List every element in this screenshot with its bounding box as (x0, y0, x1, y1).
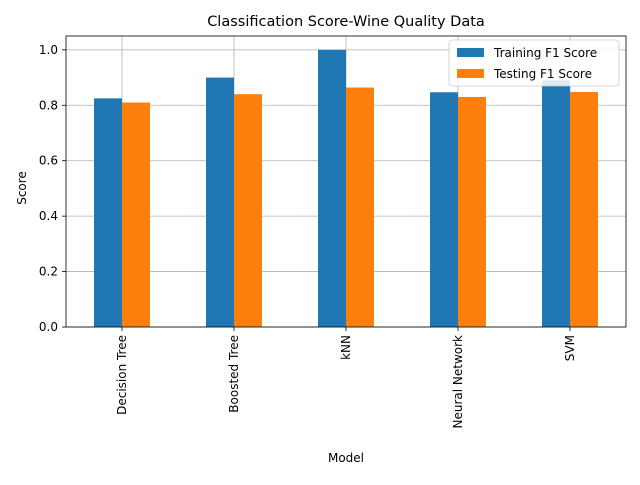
x-tick-label: kNN (339, 335, 353, 360)
x-tick-label: Decision Tree (115, 335, 129, 415)
bars (94, 49, 598, 328)
bar-testing-3 (458, 96, 486, 327)
y-tick-label: 1.0 (39, 43, 58, 57)
bar-testing-2 (346, 87, 374, 327)
x-tick-label: Neural Network (451, 335, 465, 429)
legend-label: Training F1 Score (493, 46, 597, 60)
x-tick-label: SVM (563, 335, 577, 361)
bar-training-3 (430, 92, 458, 327)
legend-swatch (457, 48, 484, 57)
bar-testing-0 (122, 102, 150, 327)
bar-training-2 (318, 49, 346, 327)
y-tick-label: 0.4 (39, 209, 58, 223)
bar-training-0 (94, 98, 122, 327)
legend: Training F1 Score Testing F1 Score (448, 39, 620, 87)
y-tick-label: 0.8 (39, 98, 58, 112)
bar-training-1 (206, 77, 234, 327)
y-tick-label: 0.2 (39, 265, 58, 279)
x-axis: Decision Tree Boosted Tree kNN Neural Netwo… (115, 327, 577, 429)
legend-swatch (457, 69, 484, 78)
y-axis-label: Score (15, 171, 29, 205)
bar-testing-1 (234, 94, 262, 327)
y-tick-label: 0.0 (39, 320, 58, 334)
x-tick-label: Boosted Tree (227, 335, 241, 413)
bar-training-4 (542, 80, 570, 327)
y-tick-label: 0.6 (39, 154, 58, 168)
chart-title: Classification Score-Wine Quality Data (207, 14, 485, 30)
x-axis-label: Model (328, 451, 364, 465)
bar-testing-4 (570, 91, 598, 328)
y-axis: 0.0 0.2 0.4 0.6 0.8 1.0 (39, 43, 66, 334)
legend-box (448, 39, 620, 87)
legend-label: Testing F1 Score (493, 67, 592, 81)
